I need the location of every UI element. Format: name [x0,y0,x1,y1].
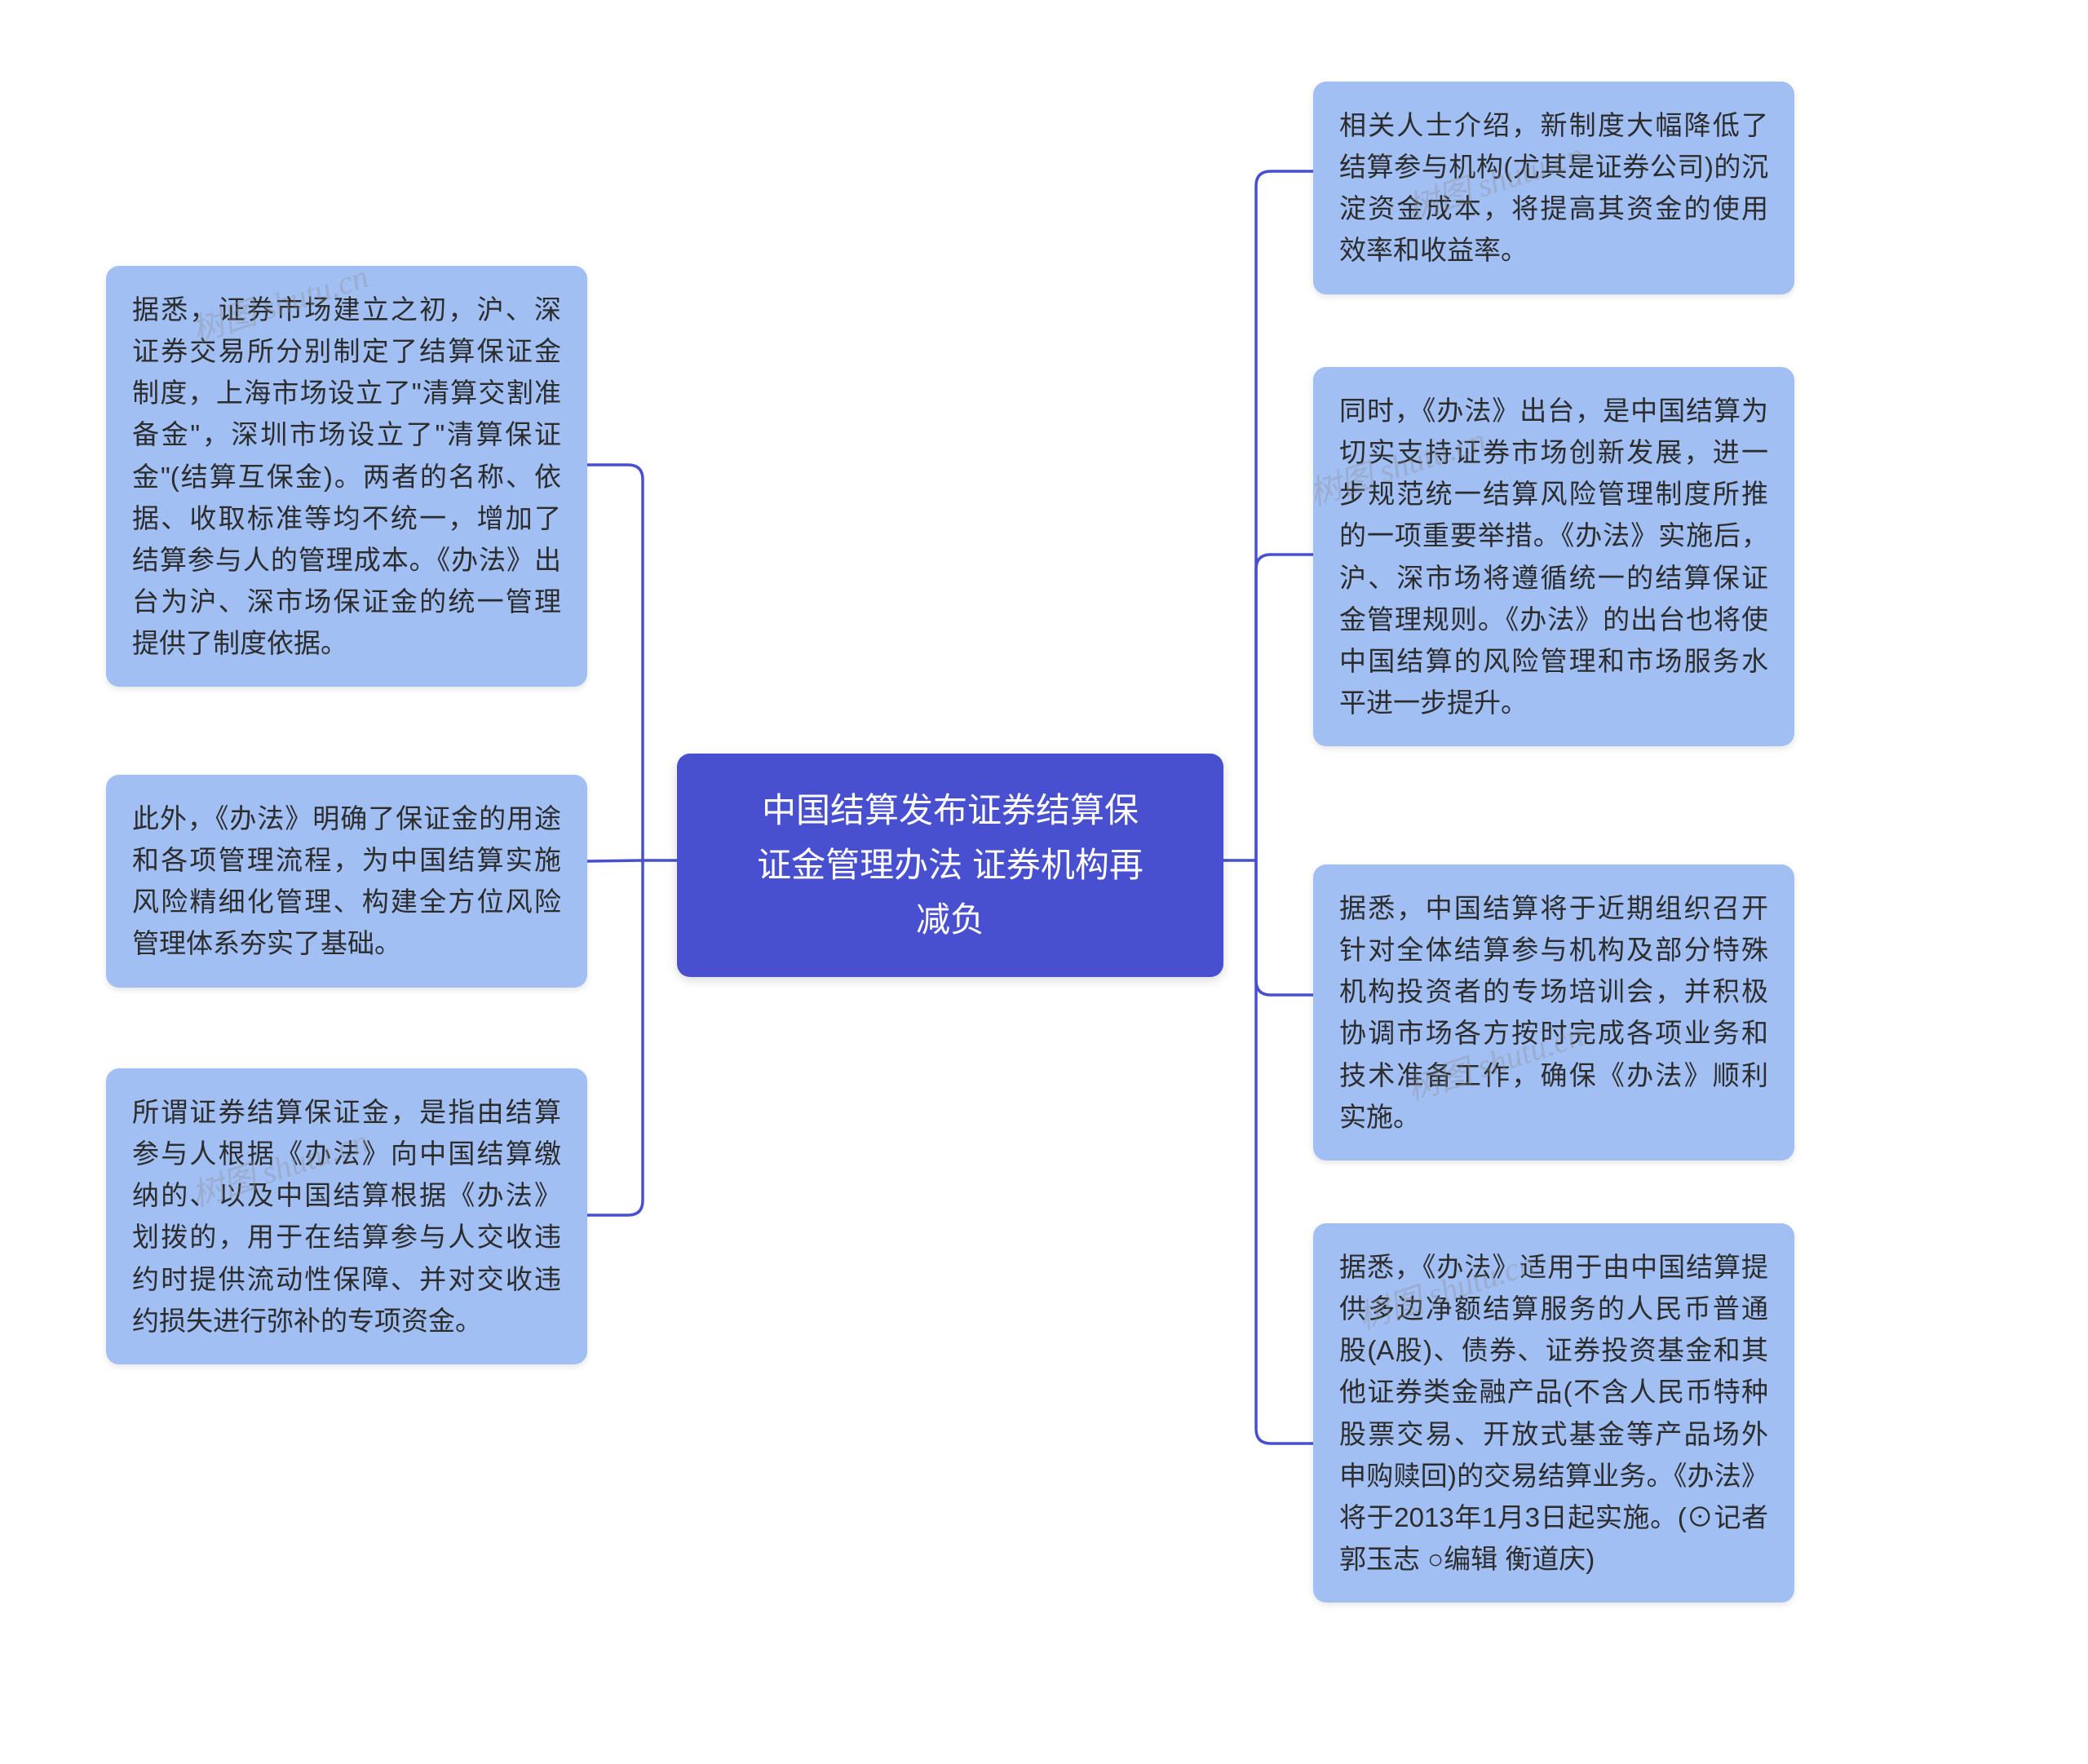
leaf-text: 所谓证券结算保证金，是指由结算参与人根据《办法》向中国结算缴纳的、以及中国结算根… [132,1097,561,1336]
center-text: 中国结算发布证券结算保证金管理办法 证券机构再减负 [757,791,1144,939]
center-node: 中国结算发布证券结算保证金管理办法 证券机构再减负 [677,754,1223,977]
connector-path [587,465,643,860]
connector-path [1256,860,1313,1443]
leaf-node-r3: 据悉，中国结算将于近期组织召开针对全体结算参与机构及部分特殊机构投资者的专场培训… [1313,864,1794,1161]
connector-path [587,860,643,1215]
leaf-text: 据悉，中国结算将于近期组织召开针对全体结算参与机构及部分特殊机构投资者的专场培训… [1339,893,1768,1132]
leaf-node-l2: 此外，《办法》明确了保证金的用途和各项管理流程，为中国结算实施风险精细化管理、构… [106,775,587,988]
leaf-node-l1: 据悉，证券市场建立之初，沪、深证券交易所分别制定了结算保证金制度，上海市场设立了… [106,266,587,687]
leaf-node-r2: 同时，《办法》出台，是中国结算为切实支持证券市场创新发展，进一步规范统一结算风险… [1313,367,1794,746]
leaf-node-r1: 相关人士介绍，新制度大幅降低了结算参与机构(尤其是证券公司)的沉淀资金成本，将提… [1313,82,1794,294]
connector-path [1256,171,1313,860]
leaf-text: 此外，《办法》明确了保证金的用途和各项管理流程，为中国结算实施风险精细化管理、构… [132,803,561,958]
leaf-node-l3: 所谓证券结算保证金，是指由结算参与人根据《办法》向中国结算缴纳的、以及中国结算根… [106,1068,587,1364]
leaf-text: 同时，《办法》出台，是中国结算为切实支持证券市场创新发展，进一步规范统一结算风险… [1339,396,1768,718]
leaf-node-r4: 据悉，《办法》适用于由中国结算提供多边净额结算服务的人民币普通股(A股)、债券、… [1313,1223,1794,1603]
connector-path [587,860,643,861]
connector-path [1256,555,1313,860]
leaf-text: 据悉，证券市场建立之初，沪、深证券交易所分别制定了结算保证金制度，上海市场设立了… [132,294,561,658]
connector-path [1256,860,1313,995]
leaf-text: 据悉，《办法》适用于由中国结算提供多边净额结算服务的人民币普通股(A股)、债券、… [1339,1252,1768,1574]
leaf-text: 相关人士介绍，新制度大幅降低了结算参与机构(尤其是证券公司)的沉淀资金成本，将提… [1339,110,1768,265]
